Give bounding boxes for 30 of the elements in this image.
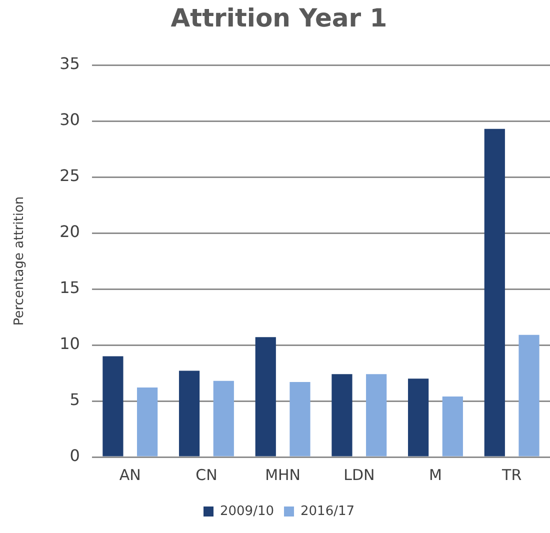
bar	[484, 128, 505, 456]
bar	[332, 374, 352, 456]
y-tick-label: 25	[60, 166, 80, 186]
bar	[290, 382, 310, 456]
x-tick-label: TR	[501, 466, 522, 484]
y-axis-title: Percentage attrition	[12, 196, 28, 326]
x-tick-label: AN	[119, 466, 141, 484]
bar	[137, 388, 158, 456]
bar	[255, 337, 276, 456]
bar	[178, 370, 200, 456]
y-tick-label: 10	[60, 334, 80, 354]
bar	[518, 334, 540, 456]
bar	[213, 380, 234, 456]
y-tick-label: 5	[70, 390, 80, 410]
chart-title: Attrition Year 1	[170, 4, 388, 32]
legend-label: 2009/10	[220, 504, 274, 519]
bar	[366, 374, 387, 456]
x-tick-label: CN	[196, 466, 218, 484]
y-tick-label: 30	[60, 110, 80, 130]
x-tick-label: M	[429, 466, 442, 484]
x-tick-label: MHN	[265, 466, 301, 484]
y-tick-label: 0	[70, 446, 80, 466]
y-tick-label: 20	[60, 222, 80, 242]
legend-label: 2016/17	[300, 504, 355, 519]
y-tick-label: 15	[60, 278, 80, 298]
y-tick-label: 35	[60, 54, 80, 74]
bar	[408, 378, 429, 456]
x-tick-label: LDN	[344, 466, 375, 484]
bar	[102, 356, 124, 456]
bar	[442, 396, 463, 456]
